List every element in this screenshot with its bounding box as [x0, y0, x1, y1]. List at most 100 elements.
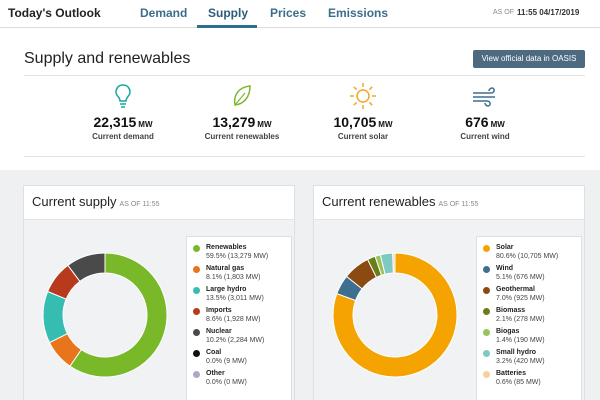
legend-item[interactable]: Geothermal 7.0% (925 MW)	[483, 285, 575, 303]
top-nav-bar: Today's Outlook Demand Supply Prices Emi…	[0, 0, 600, 28]
legend-item[interactable]: Imports 8.6% (1,928 MW)	[193, 306, 285, 324]
kpi-value: 10,705	[333, 114, 377, 130]
card-asof: AS OF 11:55	[438, 201, 479, 208]
legend-label: Small hydro	[496, 349, 537, 356]
legend-item[interactable]: Biogas 1.4% (190 MW)	[483, 327, 575, 345]
card-title: Current supply	[32, 194, 117, 209]
legend-item[interactable]: Small hydro 3.2% (420 MW)	[483, 348, 575, 366]
card-asof: AS OF 11:55	[119, 201, 160, 208]
renewables-slice-solar[interactable]	[332, 252, 458, 378]
kpi-value: 13,279	[212, 114, 256, 130]
legend-swatch	[483, 371, 490, 378]
card-body: Solar 80.6% (10,705 MW) Wind 5.1% (676 MW) G…	[314, 220, 584, 400]
kpi-unit: MW	[490, 120, 505, 129]
legend-item[interactable]: Biomass 2.1% (278 MW)	[483, 306, 575, 324]
kpi-label: Current solar	[337, 132, 389, 141]
legend-label: Renewables	[206, 244, 247, 251]
legend-value: 0.0% (9 MW)	[206, 358, 247, 365]
legend-value: 8.1% (1,803 MW)	[206, 274, 261, 281]
legend-swatch	[193, 371, 200, 378]
legend-label: Nuclear	[206, 328, 232, 335]
tab-demand[interactable]: Demand	[140, 6, 188, 20]
legend-label: Biogas	[496, 328, 520, 335]
legend-value: 0.6% (85 MW)	[496, 379, 541, 386]
lightbulb-icon	[68, 82, 178, 110]
legend-label: Batteries	[496, 370, 526, 377]
tab-supply[interactable]: Supply	[208, 6, 249, 20]
kpi-current-solar: 10,705 MW Current solar	[308, 82, 418, 141]
renewables-legend: Solar 80.6% (10,705 MW) Wind 5.1% (676 MW) G…	[476, 236, 582, 400]
kpi-label: Current renewables	[204, 132, 280, 141]
active-tab-indicator	[197, 25, 257, 28]
legend-value: 80.6% (10,705 MW)	[496, 253, 559, 260]
view-oasis-button[interactable]: View official data in OASIS	[473, 50, 585, 68]
legend-label: Solar	[496, 244, 514, 251]
legend-value: 0.0% (0 MW)	[206, 379, 247, 386]
page-title: Supply and renewables	[24, 50, 191, 67]
legend-item[interactable]: Renewables 59.5% (13,279 MW)	[193, 243, 285, 261]
kpi-unit: MW	[257, 120, 272, 129]
legend-label: Geothermal	[496, 286, 535, 293]
current-supply-card: Current supply AS OF 11:55 Renewables 59.5…	[23, 185, 295, 400]
card-title: Current renewables	[322, 194, 436, 209]
legend-swatch	[193, 287, 200, 294]
legend-swatch	[193, 329, 200, 336]
legend-value: 1.4% (190 MW)	[496, 337, 545, 344]
legend-label: Coal	[206, 349, 222, 356]
legend-item[interactable]: Large hydro 13.5% (3,011 MW)	[193, 285, 285, 303]
supply-slice-renewables[interactable]	[69, 252, 168, 378]
sun-icon	[308, 82, 418, 110]
card-header: Current renewables AS OF 11:55	[314, 186, 584, 220]
current-renewables-card: Current renewables AS OF 11:55 Solar 80.6%…	[313, 185, 585, 400]
legend-swatch	[193, 350, 200, 357]
legend-label: Biomass	[496, 307, 526, 314]
kpi-value: 676	[465, 114, 489, 130]
legend-swatch	[193, 245, 200, 252]
divider	[24, 156, 585, 157]
legend-item[interactable]: Natural gas 8.1% (1,803 MW)	[193, 264, 285, 282]
legend-value: 2.1% (278 MW)	[496, 316, 545, 323]
legend-label: Other	[206, 370, 225, 377]
supply-legend: Renewables 59.5% (13,279 MW) Natural gas 8.…	[186, 236, 292, 400]
legend-value: 3.2% (420 MW)	[496, 358, 545, 365]
kpi-label: Current wind	[460, 132, 510, 141]
kpi-current-demand: 22,315 MW Current demand	[68, 82, 178, 141]
legend-swatch	[193, 266, 200, 273]
wind-icon	[430, 82, 540, 110]
legend-item[interactable]: Nuclear 10.2% (2,284 MW)	[193, 327, 285, 345]
card-header: Current supply AS OF 11:55	[24, 186, 294, 220]
legend-swatch	[483, 245, 490, 252]
divider	[24, 75, 585, 76]
legend-swatch	[483, 266, 490, 273]
legend-value: 5.1% (676 MW)	[496, 274, 545, 281]
card-body: Renewables 59.5% (13,279 MW) Natural gas 8.…	[24, 220, 294, 400]
kpi-value: 22,315	[93, 114, 137, 130]
legend-label: Imports	[206, 307, 232, 314]
renewables-slice-batteries[interactable]	[392, 252, 396, 274]
renewables-donut-chart	[332, 252, 458, 378]
brand-title: Today's Outlook	[8, 6, 101, 20]
legend-label: Wind	[496, 265, 514, 272]
legend-swatch	[483, 287, 490, 294]
tab-prices[interactable]: Prices	[270, 6, 307, 20]
legend-swatch	[483, 308, 490, 315]
supply-slice-nuclear[interactable]	[67, 252, 106, 283]
kpi-unit: MW	[138, 120, 153, 129]
legend-item[interactable]: Other 0.0% (0 MW)	[193, 369, 285, 387]
legend-value: 59.5% (13,279 MW)	[206, 253, 269, 260]
tab-emissions[interactable]: Emissions	[328, 6, 389, 20]
legend-item[interactable]: Solar 80.6% (10,705 MW)	[483, 243, 575, 261]
legend-item[interactable]: Wind 5.1% (676 MW)	[483, 264, 575, 282]
legend-value: 8.6% (1,928 MW)	[206, 316, 261, 323]
supply-donut-chart	[42, 252, 168, 378]
supply-slice-large-hydro[interactable]	[42, 290, 69, 344]
legend-label: Natural gas	[206, 265, 245, 272]
asof-label: AS OF	[493, 9, 515, 16]
kpi-unit: MW	[378, 120, 393, 129]
legend-item[interactable]: Coal 0.0% (9 MW)	[193, 348, 285, 366]
kpi-label: Current demand	[92, 132, 154, 141]
legend-label: Large hydro	[206, 286, 247, 293]
legend-value: 7.0% (925 MW)	[496, 295, 545, 302]
legend-item[interactable]: Batteries 0.6% (85 MW)	[483, 369, 575, 387]
leaf-icon	[187, 82, 297, 110]
